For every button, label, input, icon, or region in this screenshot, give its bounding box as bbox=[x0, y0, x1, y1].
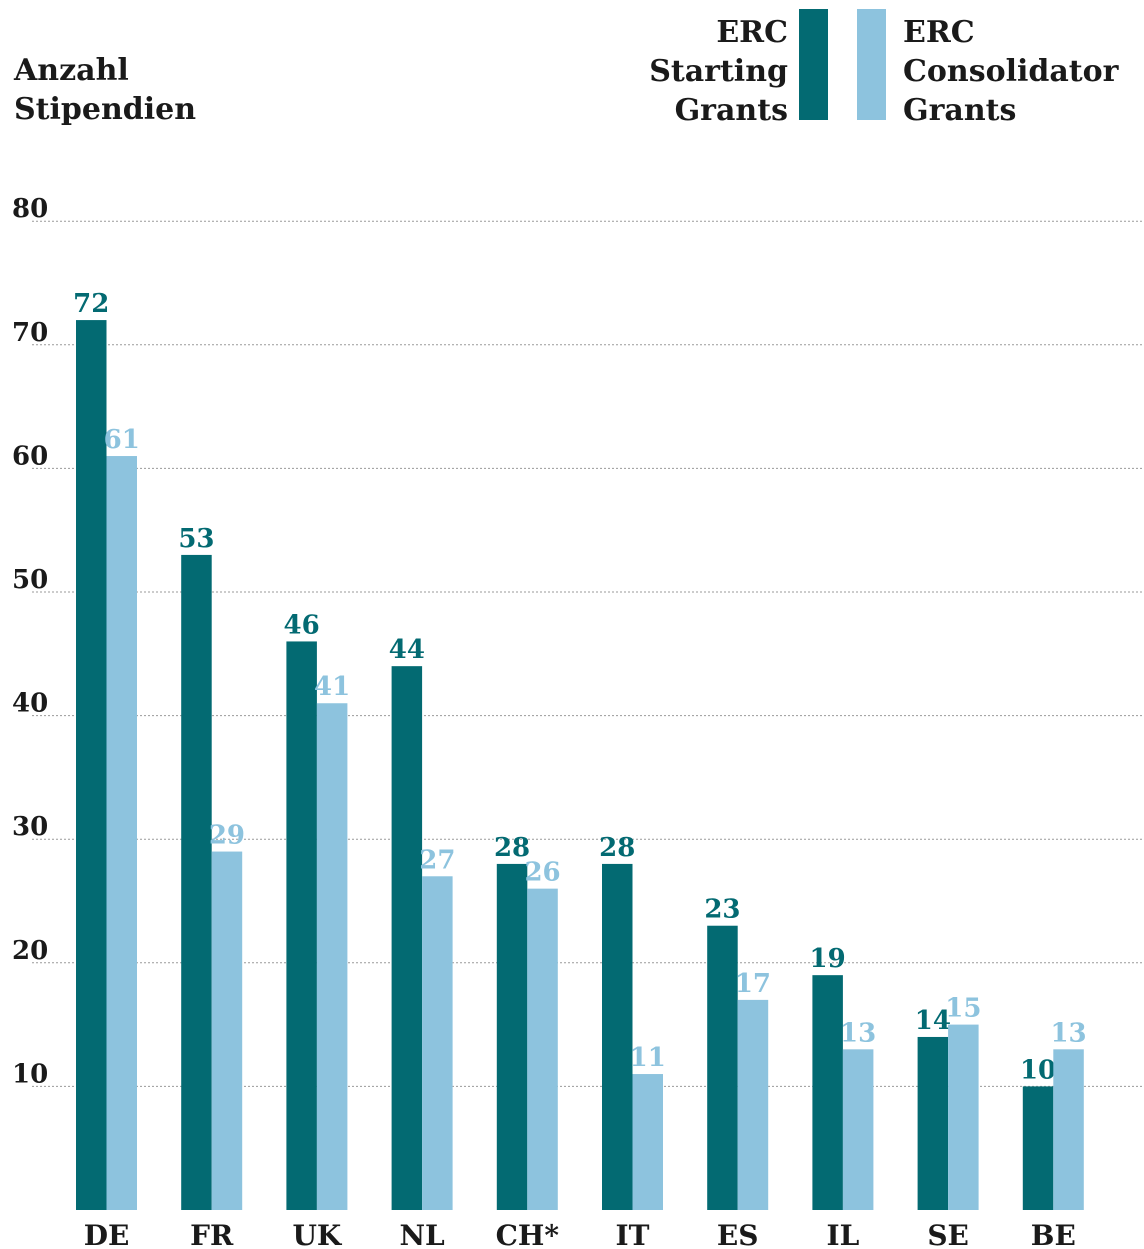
legend-label-consolidator-line-2: Consolidator bbox=[903, 54, 1119, 89]
bar-de-series-2 bbox=[106, 456, 137, 1210]
y-tick-label-20: 20 bbox=[12, 936, 48, 966]
legend-label-starting-line-1: ERC bbox=[716, 15, 788, 50]
bar-be-series-2 bbox=[1053, 1049, 1084, 1210]
x-tick-label-il: IL bbox=[827, 1219, 860, 1249]
legend-label-starting-line-3: Grants bbox=[674, 93, 788, 128]
bar-de-series-1 bbox=[76, 320, 107, 1211]
data-label-nl-series-1: 44 bbox=[389, 635, 425, 665]
data-label-it-series-2: 11 bbox=[630, 1043, 666, 1073]
legend-label-consolidator-line-3: Grants bbox=[903, 93, 1017, 128]
bar-il-series-2 bbox=[842, 1049, 874, 1210]
data-label-il-series-2: 13 bbox=[840, 1018, 876, 1048]
data-label-chstar-series-1: 28 bbox=[494, 833, 530, 863]
data-label-de-series-1: 72 bbox=[73, 289, 109, 319]
bar-nl-series-2 bbox=[422, 876, 453, 1210]
legend-swatch-consolidator bbox=[857, 9, 886, 120]
data-label-fr-series-2: 29 bbox=[209, 821, 245, 851]
x-tick-label-uk: UK bbox=[293, 1219, 343, 1249]
bar-fr-series-1 bbox=[181, 554, 212, 1210]
bar-it-series-2 bbox=[632, 1074, 663, 1210]
data-label-it-series-1: 28 bbox=[599, 833, 635, 863]
legend-label-consolidator-line-1: ERC bbox=[903, 15, 975, 50]
y-axis-label-line-1: Anzahl bbox=[14, 53, 129, 88]
bar-se-series-2 bbox=[948, 1024, 979, 1210]
data-label-nl-series-2: 27 bbox=[419, 845, 455, 875]
bar-uk-series-2 bbox=[316, 703, 348, 1210]
data-label-chstar-series-2: 26 bbox=[524, 858, 560, 888]
x-tick-label-chstar: CH* bbox=[496, 1219, 560, 1249]
legend-swatch-starting bbox=[799, 9, 828, 120]
data-label-se-series-1: 14 bbox=[915, 1006, 951, 1036]
bar-be-series-1 bbox=[1022, 1086, 1054, 1210]
data-label-es-series-1: 23 bbox=[704, 895, 740, 925]
bar-chstar-series-2 bbox=[527, 888, 558, 1210]
bar-es-series-1 bbox=[707, 925, 738, 1210]
bar-il-series-1 bbox=[812, 975, 843, 1210]
y-tick-label-40: 40 bbox=[12, 689, 48, 719]
data-label-il-series-1: 19 bbox=[810, 944, 846, 974]
data-label-uk-series-2: 41 bbox=[314, 672, 350, 702]
legend-label-starting-line-2: Starting bbox=[649, 54, 788, 89]
y-tick-label-10: 10 bbox=[12, 1059, 48, 1089]
y-tick-label-70: 70 bbox=[12, 318, 48, 348]
y-tick-label-30: 30 bbox=[12, 812, 48, 842]
data-label-be-series-1: 10 bbox=[1020, 1055, 1056, 1085]
data-label-de-series-2: 61 bbox=[104, 425, 140, 455]
y-axis-label-line-2: Stipendien bbox=[14, 92, 197, 127]
data-label-be-series-2: 13 bbox=[1050, 1018, 1086, 1048]
bar-uk-series-1 bbox=[286, 641, 317, 1210]
bar-nl-series-1 bbox=[391, 666, 423, 1210]
bar-chstar-series-1 bbox=[496, 863, 528, 1210]
bar-se-series-1 bbox=[917, 1036, 949, 1210]
x-tick-label-be: BE bbox=[1031, 1219, 1076, 1249]
x-tick-label-es: ES bbox=[717, 1219, 759, 1249]
bar-it-series-1 bbox=[602, 863, 633, 1210]
data-label-uk-series-1: 46 bbox=[284, 610, 320, 640]
y-tick-label-60: 60 bbox=[12, 441, 48, 471]
data-label-se-series-2: 15 bbox=[945, 994, 981, 1024]
data-label-es-series-2: 17 bbox=[735, 969, 771, 999]
bar-fr-series-2 bbox=[211, 851, 243, 1210]
data-label-fr-series-1: 53 bbox=[178, 524, 214, 554]
x-tick-label-se: SE bbox=[927, 1219, 969, 1249]
x-tick-label-de: DE bbox=[84, 1219, 130, 1249]
y-tick-label-80: 80 bbox=[12, 194, 48, 224]
x-tick-label-it: IT bbox=[616, 1219, 650, 1249]
y-tick-label-50: 50 bbox=[12, 565, 48, 595]
bar-es-series-2 bbox=[737, 999, 769, 1210]
x-tick-label-fr: FR bbox=[190, 1219, 234, 1249]
x-tick-label-nl: NL bbox=[399, 1219, 445, 1249]
